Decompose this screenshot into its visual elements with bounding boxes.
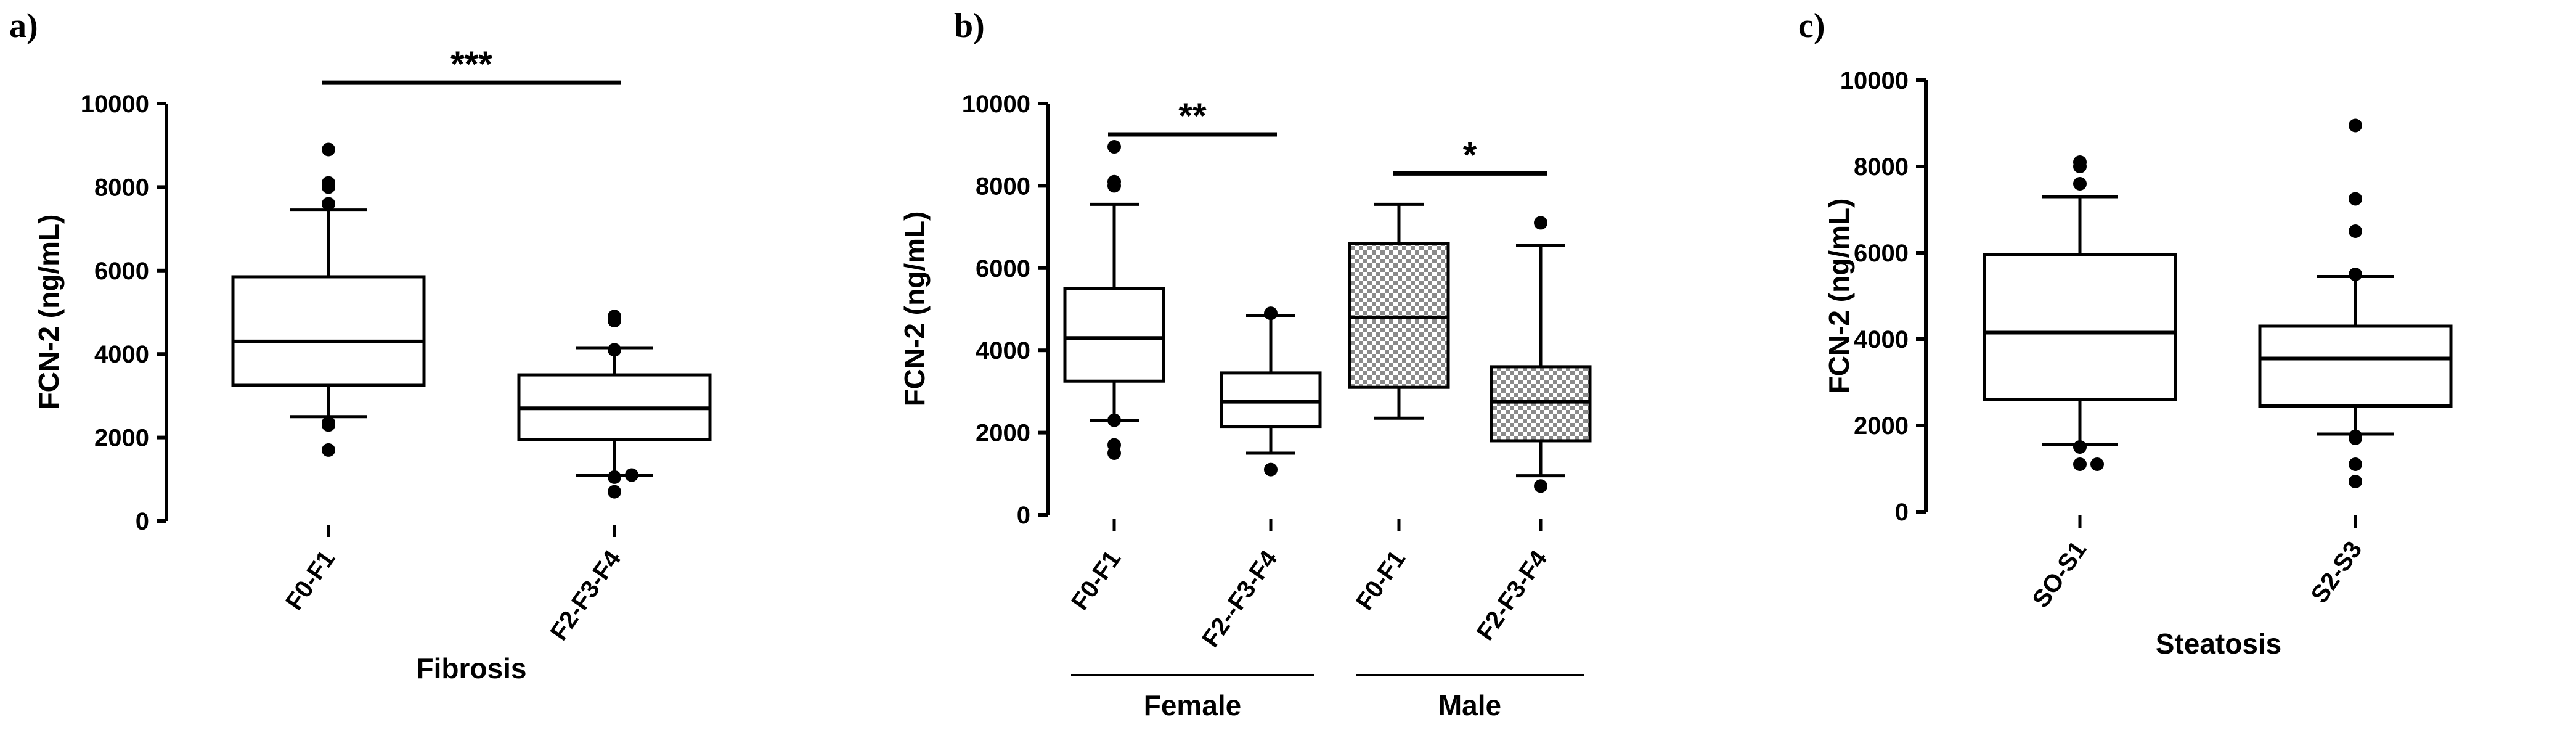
box-group xyxy=(1063,140,1165,460)
panel-letter: c) xyxy=(1798,7,1825,45)
outlier-point xyxy=(2349,224,2362,238)
panel-letter: b) xyxy=(954,7,985,45)
y-tick-label: 8000 xyxy=(1854,154,1909,181)
box xyxy=(1490,365,1592,443)
panel-letter: a) xyxy=(9,7,38,45)
x-tick-label: F0-F1 xyxy=(280,546,340,615)
x-axis-title: Steatosis xyxy=(2156,628,2282,660)
box-group xyxy=(1490,216,1592,493)
y-tick-label: 0 xyxy=(136,508,149,535)
outlier-point xyxy=(1107,413,1121,427)
outlier-point xyxy=(2090,457,2104,471)
y-tick-label: 0 xyxy=(1017,502,1030,529)
panel-3: c) 0 2000 4000 6000 8000 10000 FCN-2 (ng/mL) SO-… xyxy=(1798,7,2453,660)
outlier-point xyxy=(2349,268,2362,281)
box-group xyxy=(231,142,426,457)
x-tick-label: SO-S1 xyxy=(2027,536,2092,613)
box xyxy=(1348,242,1450,389)
y-tick-label: 4000 xyxy=(94,341,149,368)
outlier-point xyxy=(608,485,621,499)
y-tick-label: 4000 xyxy=(976,337,1030,364)
y-tick-label: 6000 xyxy=(1854,240,1909,267)
box xyxy=(1983,253,2177,401)
box-group xyxy=(2258,118,2453,488)
outlier-point xyxy=(2073,440,2087,454)
box-group xyxy=(1220,306,1322,477)
group-label: Female xyxy=(1144,689,1242,721)
y-tick-label: 6000 xyxy=(976,255,1030,282)
y-tick-label: 2000 xyxy=(976,420,1030,447)
y-axis-title: FCN-2 (ng/mL) xyxy=(899,211,931,407)
y-tick-label: 6000 xyxy=(94,258,149,285)
y-tick-label: 2000 xyxy=(1854,412,1909,440)
x-tick-label: F0-F1 xyxy=(1066,546,1126,615)
y-tick-label: 10000 xyxy=(1840,67,1909,94)
outlier-point xyxy=(1107,140,1121,154)
outlier-point xyxy=(322,416,335,430)
outlier-point xyxy=(2073,155,2087,169)
outlier-point xyxy=(608,343,621,357)
box xyxy=(1063,287,1165,383)
x-tick-label: F2-F3-F4 xyxy=(1472,545,1553,645)
box xyxy=(231,275,426,387)
outlier-point xyxy=(625,468,638,482)
box xyxy=(1220,371,1322,429)
panel-1: a) 0 2000 4000 6000 8000 10000 FCN-2 (ng/mL) F0-… xyxy=(9,7,712,684)
significance-label: ** xyxy=(1178,96,1207,136)
y-axis-title: FCN-2 (ng/mL) xyxy=(33,215,65,410)
x-tick-label: F0-F1 xyxy=(1351,546,1411,615)
outlier-point xyxy=(2073,177,2087,191)
outlier-point xyxy=(2349,475,2362,488)
x-tick-label: F2--F3-F4 xyxy=(1197,545,1283,652)
y-tick-label: 8000 xyxy=(94,174,149,201)
outlier-point xyxy=(1534,216,1547,230)
y-tick-label: 2000 xyxy=(94,425,149,452)
outlier-point xyxy=(322,443,335,457)
box-group xyxy=(517,310,712,499)
outlier-point xyxy=(2349,118,2362,133)
outlier-point xyxy=(1107,174,1121,189)
panel-2: b) 0 2000 4000 6000 8000 10000 FCN-2 (ng/mL) F0-… xyxy=(899,7,1592,721)
outlier-point xyxy=(2349,429,2362,443)
y-axis-title: FCN-2 (ng/mL) xyxy=(1823,199,1855,394)
y-tick-label: 10000 xyxy=(81,91,149,118)
outlier-point xyxy=(2349,457,2362,471)
significance-label: * xyxy=(1463,135,1477,175)
outlier-point xyxy=(2349,192,2362,206)
outlier-point xyxy=(1107,438,1121,452)
y-tick-label: 4000 xyxy=(1854,326,1909,353)
outlier-point xyxy=(608,470,621,484)
box-group xyxy=(1983,155,2177,471)
outlier-point xyxy=(322,197,335,211)
box-group xyxy=(1348,202,1450,420)
y-tick-label: 8000 xyxy=(976,173,1030,200)
y-tick-label: 10000 xyxy=(962,91,1030,118)
x-tick-label: S2-S3 xyxy=(2306,536,2368,608)
outlier-point xyxy=(608,310,621,324)
outlier-point xyxy=(1264,306,1278,321)
box xyxy=(2258,324,2453,408)
x-axis-title: Fibrosis xyxy=(417,652,527,684)
outlier-point xyxy=(1534,479,1547,493)
outlier-point xyxy=(322,142,335,157)
outlier-point xyxy=(322,176,335,190)
group-label: Male xyxy=(1438,689,1501,721)
x-tick-label: F2-F3-F4 xyxy=(545,545,627,645)
outlier-point xyxy=(2073,457,2087,471)
y-tick-label: 0 xyxy=(1895,499,1909,526)
significance-label: *** xyxy=(450,44,492,84)
outlier-point xyxy=(1264,462,1278,477)
